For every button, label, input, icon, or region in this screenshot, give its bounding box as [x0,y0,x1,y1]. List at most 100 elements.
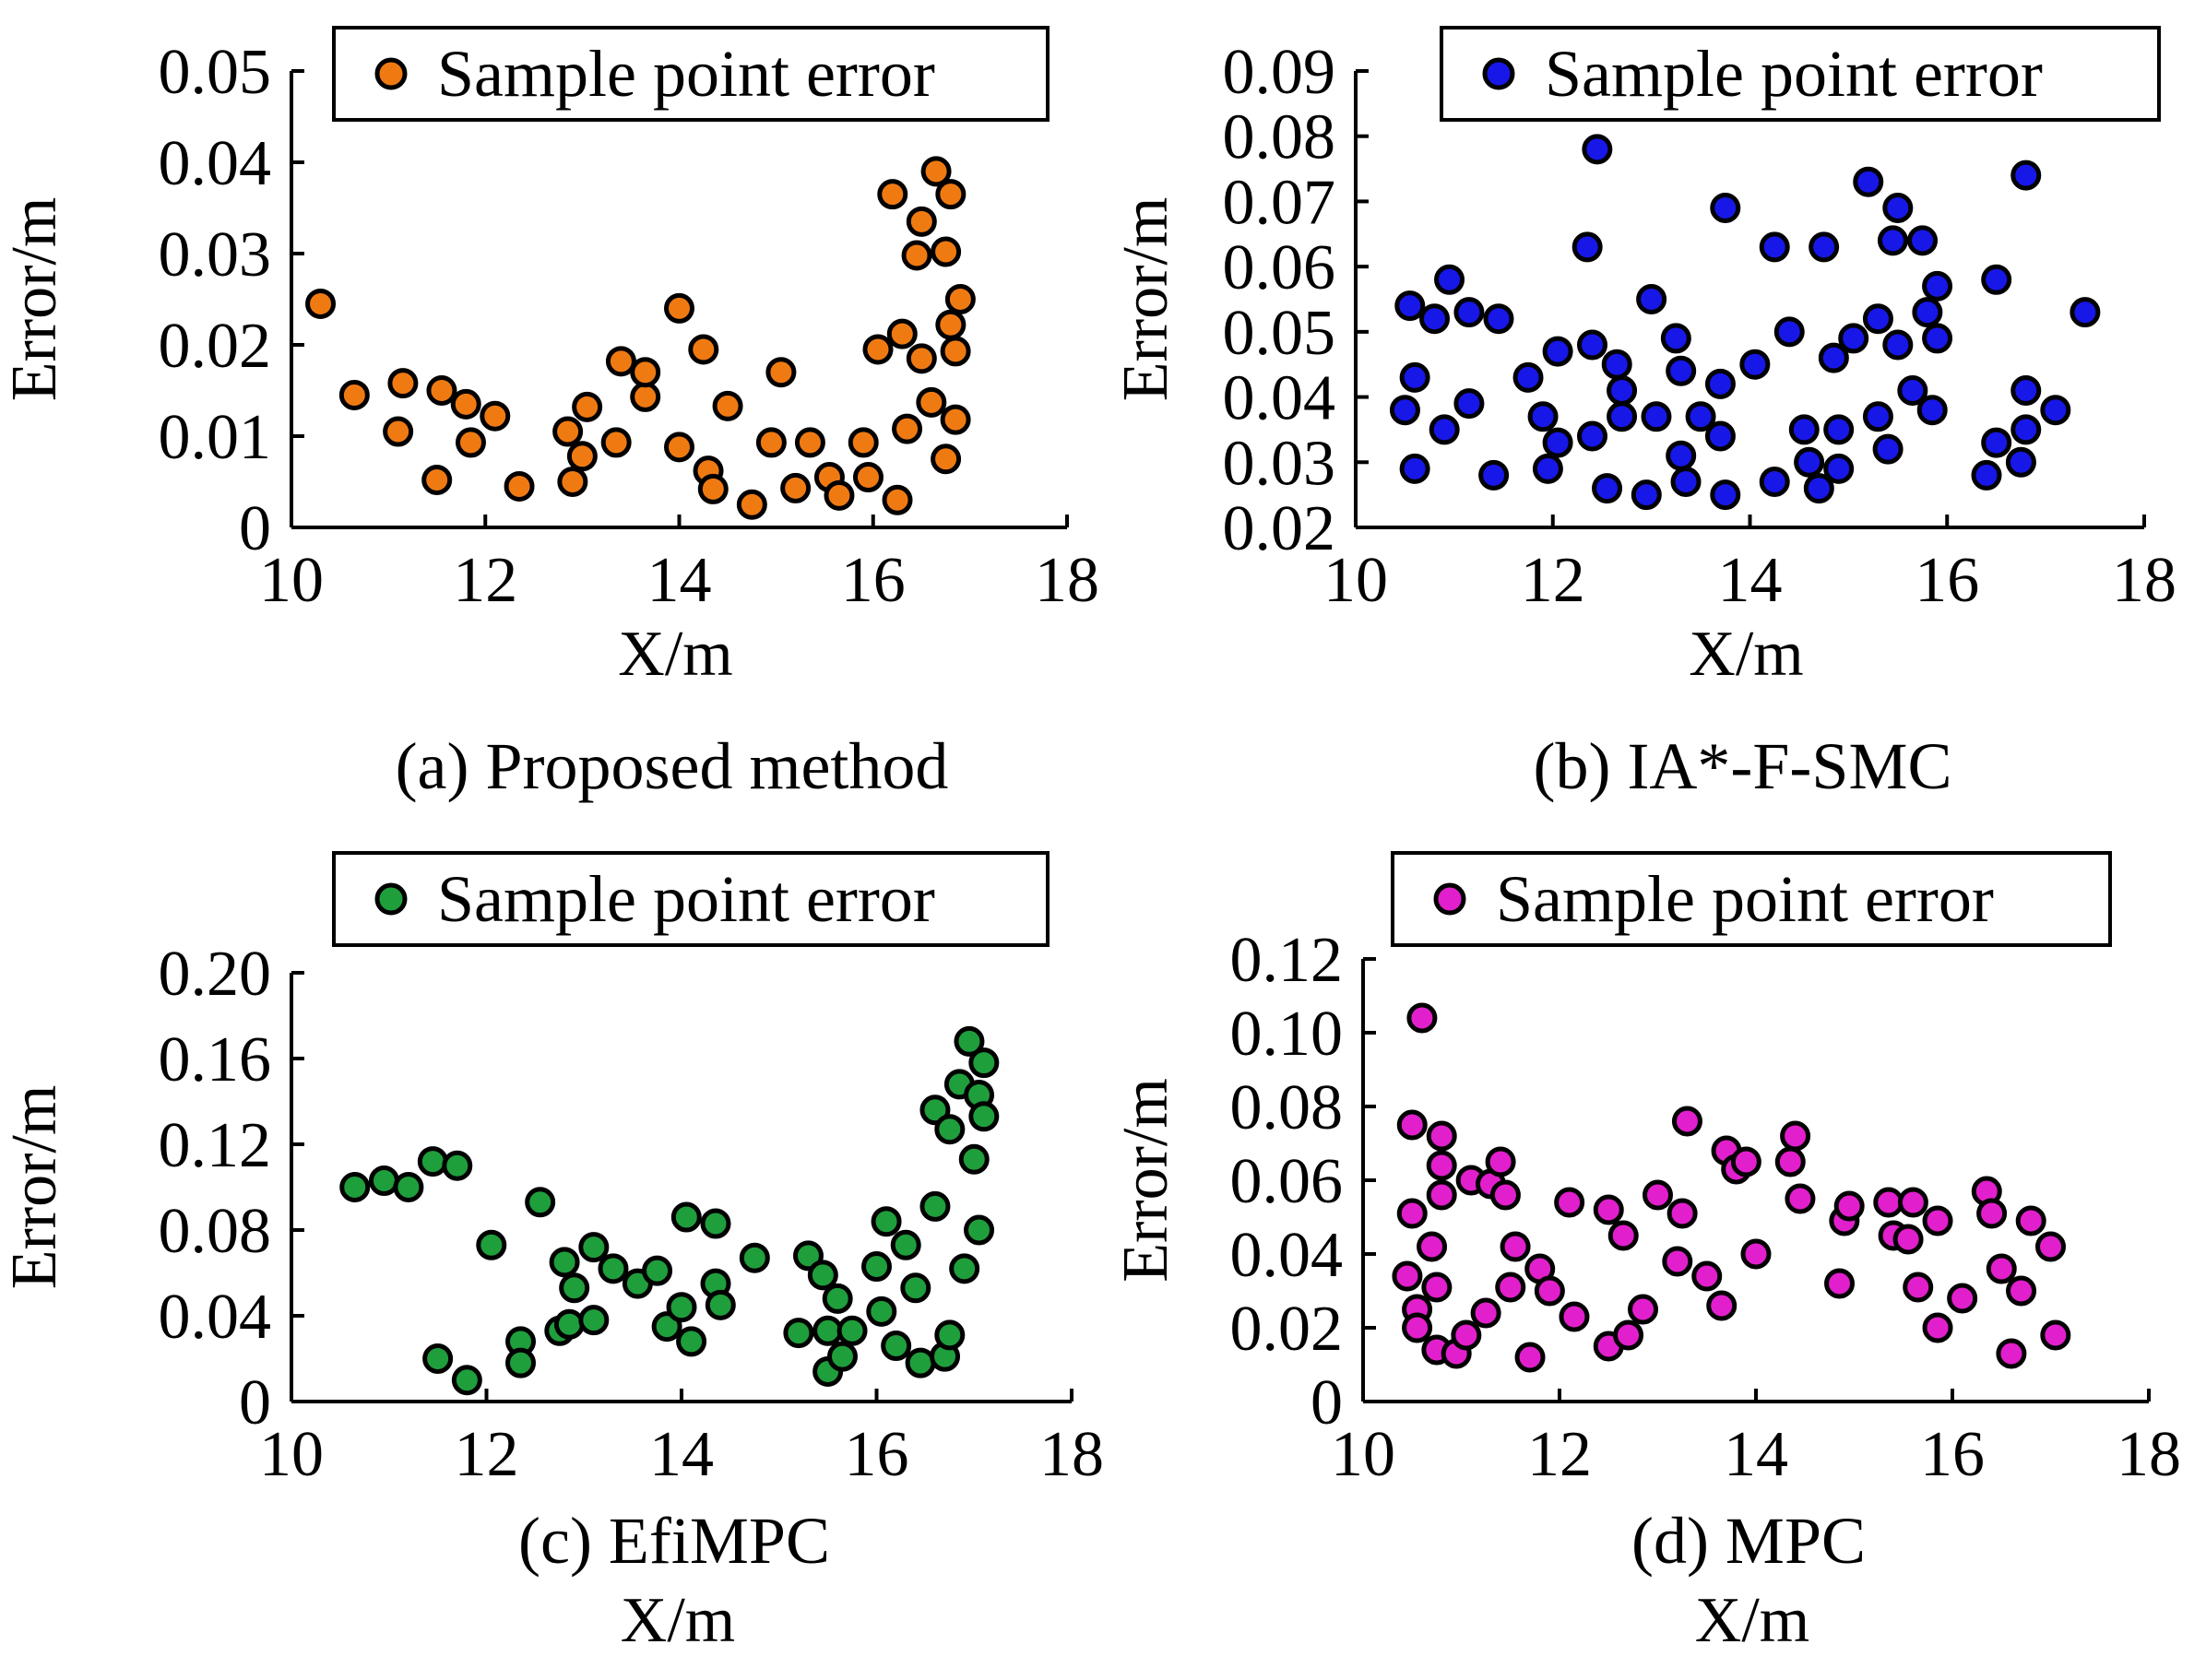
data-point [906,343,937,374]
data-point [1823,414,1855,445]
data-point [1399,453,1430,484]
y-tick-label: 0.08 [1230,1072,1344,1143]
data-point [1862,303,1893,335]
legend-box [332,26,1050,122]
data-point [968,1101,1000,1132]
data-point [958,1143,990,1175]
y-tick-label: 0 [239,493,271,564]
data-point [1542,336,1573,367]
data-point [2040,395,2071,426]
data-point [421,465,453,496]
y-tick-label: 0.01 [159,402,272,473]
data-point [1877,225,1908,256]
data-point [651,1311,682,1343]
data-point [1453,297,1485,328]
x-tick-label: 10 [259,1419,324,1490]
x-tick-label: 10 [259,545,324,616]
x-axis-label: X/m [1695,1585,1809,1656]
data-point [1824,1268,1856,1299]
data-point [1981,427,2012,458]
data-point [1419,303,1450,335]
legend-label: Sample point error [437,37,935,111]
data-point [338,379,370,410]
data-point [1559,1301,1590,1332]
data-point [944,284,976,314]
y-tick-label: 0.04 [1230,1220,1344,1291]
data-point [1643,1179,1673,1211]
data-point [1542,427,1573,458]
data-point [1922,270,1953,302]
data-points [305,156,976,520]
data-point [1897,375,1928,406]
data-point [566,441,598,472]
data-point [1981,264,2012,295]
data-point [916,386,947,418]
data-point [1489,1179,1521,1211]
data-point [919,1190,951,1222]
data-point [1396,1198,1428,1229]
data-point [664,292,694,324]
data-point [552,416,584,447]
data-point [666,1292,697,1323]
data-point [1532,453,1563,484]
y-axis-label: Error/m [1110,197,1181,402]
x-tick-label: 18 [1039,1419,1104,1490]
data-point [968,1047,1000,1079]
data-point [1483,303,1514,335]
data-point [1389,395,1420,426]
y-tick-label: 0.08 [1223,102,1336,173]
data-point [882,484,913,515]
data-point [676,1326,707,1357]
data-point [812,1315,844,1346]
data-point [630,357,661,388]
data-point [1631,479,1662,511]
legend: Sample point error [1391,851,2112,947]
data-point [861,1251,892,1283]
data-point [1641,401,1672,432]
data-point [1512,361,1544,393]
y-axis-label: Error/m [1110,1078,1181,1283]
data-point [1971,459,2002,491]
data-point [1429,414,1460,445]
data-point [1451,1319,1482,1351]
data-point [1853,166,1884,197]
data-point [1394,290,1426,322]
data-point [1426,1150,1457,1181]
data-point [417,1146,448,1177]
data-point [1453,388,1485,420]
x-tick-label: 12 [453,545,517,616]
y-tick-label: 0.06 [1230,1146,1344,1217]
data-point [549,1247,580,1278]
data-point [1823,453,1855,484]
data-points [1389,134,2101,511]
x-tick-label: 16 [1915,545,1979,616]
data-point [940,336,971,367]
data-point [1571,231,1603,263]
data-point [739,1242,770,1273]
data-point [557,467,588,497]
data-point [780,472,812,503]
data-point [1666,440,1697,471]
data-point [1759,231,1790,263]
x-axis-label: X/m [618,619,732,690]
x-tick-label: 16 [845,1419,909,1490]
panel-d: 10 12 14 16 18 00.020.040.060.080.100.12 Error… [1110,851,2181,1656]
data-point [890,1229,921,1260]
data-point [2010,160,2042,191]
data-point [2010,375,2042,406]
x-axis-label: X/m [621,1585,735,1656]
x-tick-label: 16 [1920,1419,1985,1490]
data-point [1873,1187,1904,1218]
panel-caption: (c) EfiMPC [518,1504,830,1578]
data-point [1392,1260,1423,1292]
y-tick-label: 0.02 [159,311,272,382]
data-point [1892,1224,1924,1255]
x-tick-label: 14 [647,545,712,616]
data-point [600,427,632,458]
panel-b: 10 12 14 16 18 0.020.030.040.050.060.070.080.… [1110,26,2176,803]
data-point [1577,329,1607,361]
data-point [572,391,603,422]
legend: Sample point error [332,26,1050,122]
data-point [1986,1253,2017,1284]
data-point [871,1206,902,1237]
